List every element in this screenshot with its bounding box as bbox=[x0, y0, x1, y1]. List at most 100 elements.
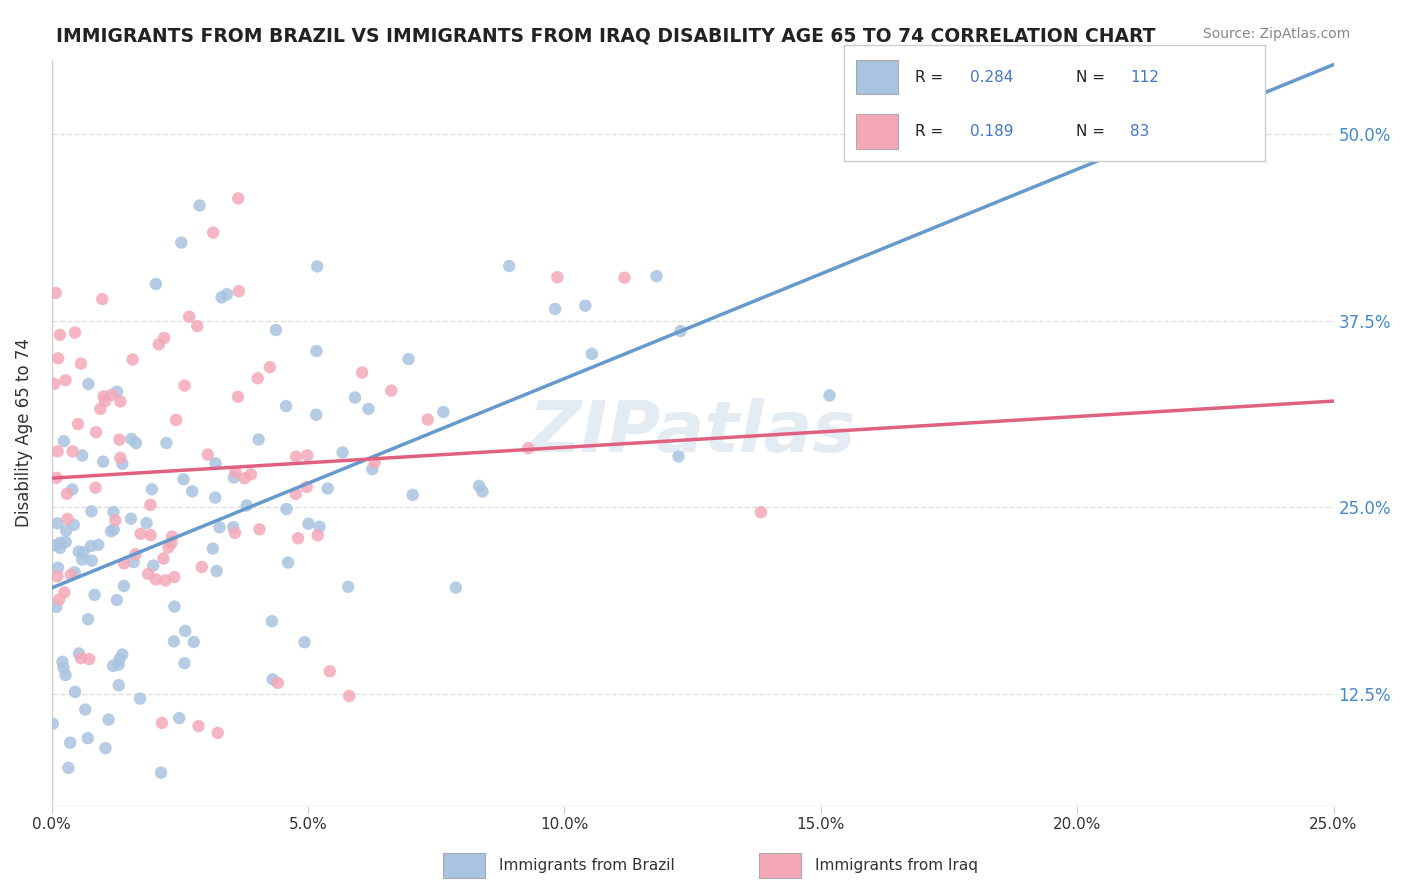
Immigrants from Brazil bbox=[262, 673, 284, 687]
Immigrants from Brazil bbox=[544, 301, 567, 316]
Immigrants from Brazil bbox=[468, 479, 491, 493]
Immigrants from Brazil bbox=[305, 344, 328, 359]
Immigrants from Brazil bbox=[444, 581, 467, 595]
Immigrants from Iraq bbox=[224, 525, 246, 540]
Immigrants from Iraq bbox=[297, 448, 319, 462]
Immigrants from Iraq bbox=[110, 450, 132, 465]
Immigrants from Brazil bbox=[235, 499, 257, 513]
Immigrants from Brazil bbox=[60, 483, 83, 497]
Immigrants from Iraq bbox=[104, 513, 127, 527]
Immigrants from Brazil bbox=[305, 408, 328, 422]
Immigrants from Brazil bbox=[316, 482, 339, 496]
Text: R =: R = bbox=[915, 124, 949, 139]
Immigrants from Iraq bbox=[84, 481, 107, 495]
Immigrants from Iraq bbox=[129, 526, 152, 541]
Immigrants from Brazil bbox=[247, 433, 270, 447]
Immigrants from Iraq bbox=[153, 331, 176, 345]
Immigrants from Brazil bbox=[59, 736, 82, 750]
Immigrants from Iraq bbox=[94, 394, 117, 409]
Immigrants from Brazil bbox=[150, 765, 173, 780]
Immigrants from Iraq bbox=[259, 360, 281, 375]
Immigrants from Brazil bbox=[645, 269, 668, 284]
Immigrants from Brazil bbox=[55, 535, 77, 549]
Immigrants from Iraq bbox=[46, 569, 69, 583]
Immigrants from Brazil bbox=[581, 347, 603, 361]
Immigrants from Brazil bbox=[105, 384, 128, 399]
Immigrants from Brazil bbox=[70, 552, 93, 566]
Immigrants from Iraq bbox=[62, 444, 84, 458]
Immigrants from Brazil bbox=[337, 580, 360, 594]
Immigrants from Brazil bbox=[58, 761, 80, 775]
Immigrants from Brazil bbox=[274, 399, 297, 413]
Immigrants from Iraq bbox=[56, 512, 79, 526]
Immigrants from Iraq bbox=[121, 352, 143, 367]
Immigrants from Brazil bbox=[101, 658, 124, 673]
Immigrants from Brazil bbox=[80, 504, 103, 518]
Immigrants from Brazil bbox=[75, 702, 97, 716]
Immigrants from Iraq bbox=[77, 652, 100, 666]
Immigrants from Iraq bbox=[207, 726, 229, 740]
Immigrants from Brazil bbox=[80, 554, 103, 568]
Immigrants from Brazil bbox=[100, 524, 122, 539]
Immigrants from Brazil bbox=[173, 657, 195, 671]
FancyBboxPatch shape bbox=[443, 853, 485, 878]
Immigrants from Brazil bbox=[77, 376, 100, 391]
Immigrants from Brazil bbox=[120, 432, 142, 446]
Immigrants from Iraq bbox=[157, 541, 180, 555]
Immigrants from Iraq bbox=[247, 522, 270, 536]
Immigrants from Brazil bbox=[112, 579, 135, 593]
Immigrants from Iraq bbox=[186, 319, 208, 334]
Immigrants from Iraq bbox=[179, 310, 201, 324]
Immigrants from Brazil bbox=[294, 635, 316, 649]
Immigrants from Iraq bbox=[59, 567, 82, 582]
Immigrants from Iraq bbox=[66, 417, 89, 431]
Immigrants from Brazil bbox=[107, 678, 129, 692]
Immigrants from Brazil bbox=[51, 655, 73, 669]
Immigrants from Iraq bbox=[517, 441, 540, 455]
Immigrants from Brazil bbox=[332, 445, 354, 459]
Immigrants from Iraq bbox=[70, 357, 93, 371]
Text: N =: N = bbox=[1076, 70, 1109, 85]
Immigrants from Brazil bbox=[276, 502, 298, 516]
Immigrants from Brazil bbox=[142, 558, 165, 573]
Immigrants from Brazil bbox=[297, 516, 319, 531]
Immigrants from Brazil bbox=[103, 523, 125, 537]
Immigrants from Iraq bbox=[45, 471, 67, 485]
Immigrants from Brazil bbox=[201, 541, 224, 556]
Y-axis label: Disability Age 65 to 74: Disability Age 65 to 74 bbox=[15, 338, 32, 527]
Immigrants from Iraq bbox=[150, 715, 173, 730]
Immigrants from Iraq bbox=[163, 570, 186, 584]
Immigrants from Brazil bbox=[94, 741, 117, 756]
Immigrants from Brazil bbox=[67, 647, 90, 661]
Text: 0.284: 0.284 bbox=[970, 70, 1014, 85]
Immigrants from Iraq bbox=[165, 413, 187, 427]
Immigrants from Brazil bbox=[145, 277, 167, 291]
Text: 112: 112 bbox=[1130, 70, 1160, 85]
Immigrants from Brazil bbox=[46, 516, 69, 531]
Immigrants from Iraq bbox=[267, 676, 290, 690]
Immigrants from Brazil bbox=[97, 713, 120, 727]
Immigrants from Iraq bbox=[42, 376, 65, 391]
Immigrants from Brazil bbox=[173, 472, 195, 486]
Immigrants from Iraq bbox=[173, 378, 195, 392]
Text: Immigrants from Brazil: Immigrants from Brazil bbox=[499, 858, 675, 872]
Immigrants from Brazil bbox=[183, 635, 205, 649]
Immigrants from Iraq bbox=[363, 455, 385, 469]
Immigrants from Brazil bbox=[45, 599, 67, 614]
Immigrants from Iraq bbox=[49, 327, 72, 342]
Immigrants from Iraq bbox=[112, 557, 135, 571]
Immigrants from Brazil bbox=[222, 470, 245, 484]
Immigrants from Brazil bbox=[155, 436, 177, 450]
Immigrants from Iraq bbox=[287, 531, 309, 545]
Immigrants from Brazil bbox=[398, 352, 420, 367]
Text: Source: ZipAtlas.com: Source: ZipAtlas.com bbox=[1202, 27, 1350, 41]
Immigrants from Iraq bbox=[284, 487, 307, 501]
Immigrants from Brazil bbox=[574, 299, 596, 313]
Immigrants from Iraq bbox=[91, 292, 114, 306]
Immigrants from Iraq bbox=[226, 191, 249, 205]
Immigrants from Brazil bbox=[72, 545, 94, 559]
Immigrants from Brazil bbox=[818, 388, 841, 402]
Immigrants from Iraq bbox=[48, 592, 70, 607]
Immigrants from Iraq bbox=[295, 480, 318, 494]
Immigrants from Brazil bbox=[52, 660, 75, 674]
